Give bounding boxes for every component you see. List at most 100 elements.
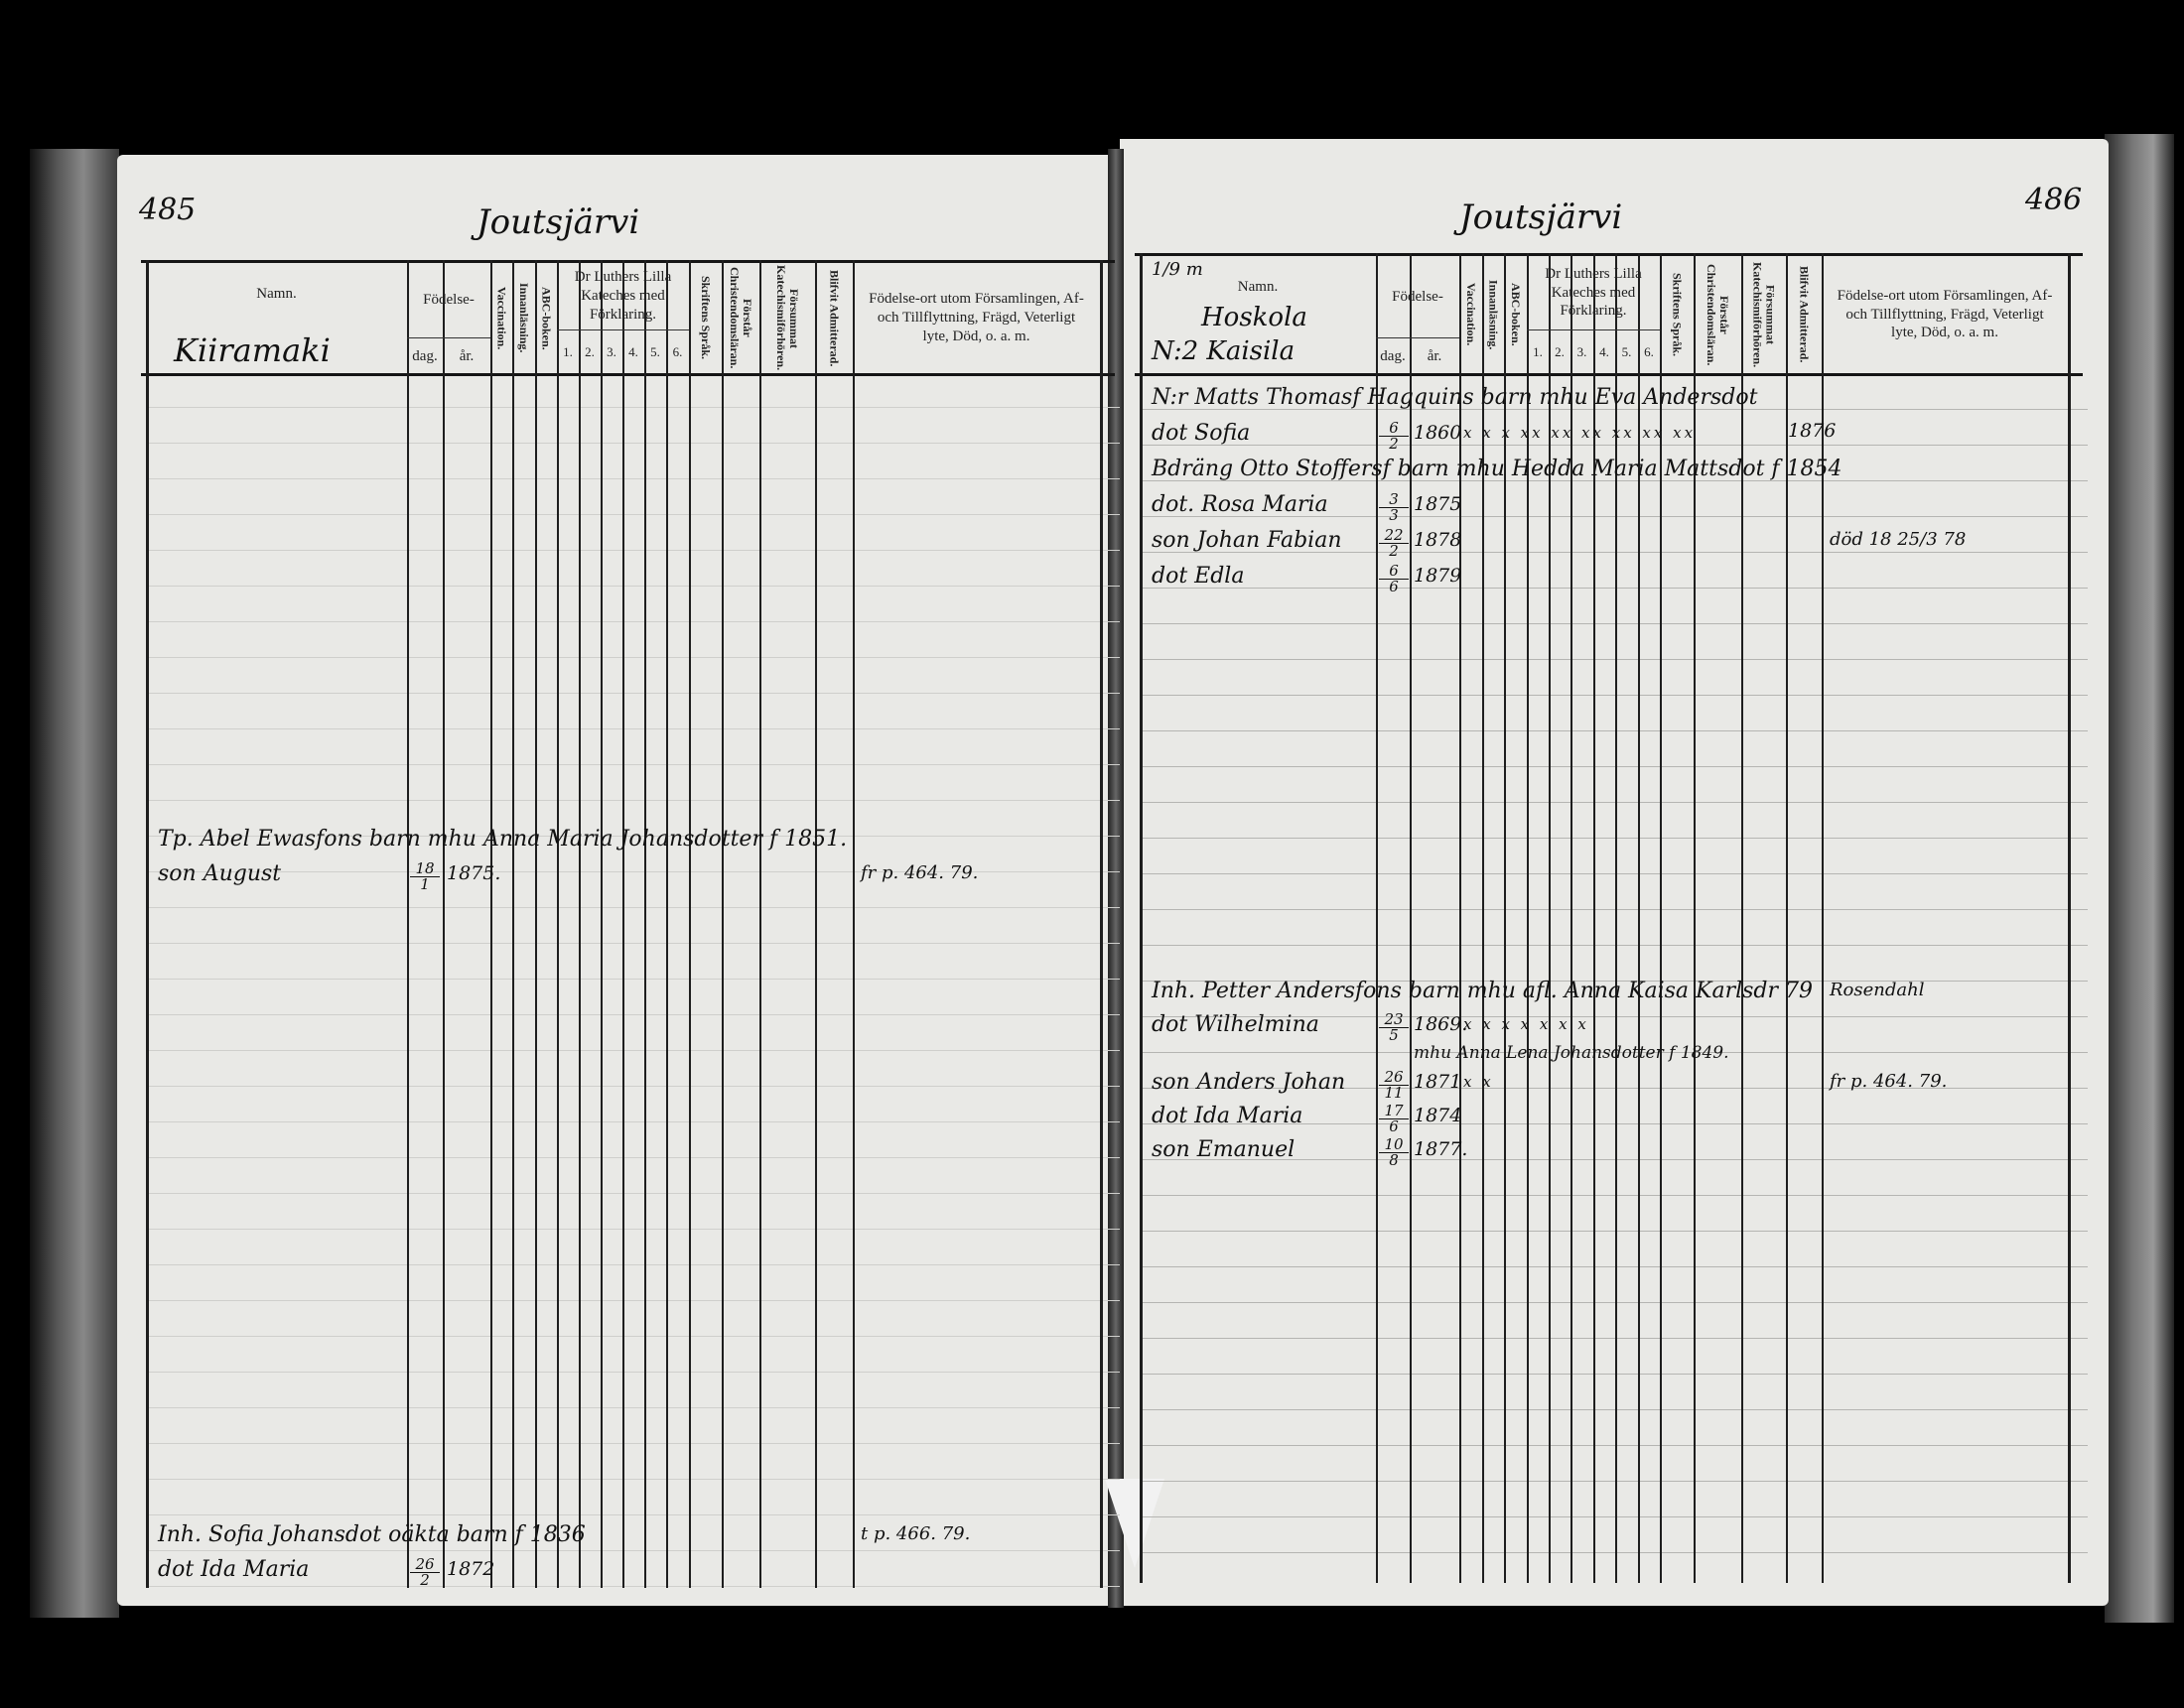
column-line: [1593, 253, 1595, 1583]
page-number-right: 486: [2025, 183, 2083, 217]
column-line: [644, 260, 646, 1588]
admitted-year: 1876: [1788, 420, 1837, 442]
page-number-left: 485: [139, 193, 197, 227]
header-innanlasning: Innanläsning.: [517, 283, 532, 353]
ruled-line: [1140, 802, 2088, 803]
ruled-line: [1140, 1195, 2088, 1196]
birth-month: 6: [1389, 578, 1399, 595]
ruled-line: [146, 1086, 1120, 1087]
birth-date: 26 2: [410, 1557, 440, 1588]
birth-year: 1872: [447, 1558, 495, 1580]
ruled-line: [146, 478, 1120, 479]
column-line: [490, 260, 492, 1588]
entry-name-line: Bdräng Otto Stoffersf barn mhu Hedda Mar…: [1152, 457, 1843, 481]
entry-name-line: Tp. Abel Ewasfons barn mhu Anna Maria Jo…: [158, 827, 848, 852]
birth-day: 26: [410, 1557, 440, 1573]
birth-year: 1878: [1414, 529, 1462, 551]
birth-month: 2: [1389, 435, 1399, 453]
farm-number: N:2 Kaisila: [1152, 336, 1296, 366]
ruled-line: [1140, 695, 2088, 696]
entry-name-line: dot Edla: [1152, 564, 1245, 589]
ruled-line: [146, 514, 1120, 515]
ruled-line: [146, 1479, 1120, 1480]
entry-name-line: Inh. Sofia Johansdot oäkta barn f 1836: [158, 1522, 586, 1547]
birth-day: 6: [1379, 421, 1409, 437]
entry-name-line: son Emanuel: [1152, 1137, 1296, 1162]
remark: fr p. 464. 79.: [861, 862, 979, 883]
header-forstar: Förstår Christendomsläran.: [1705, 263, 1732, 366]
remark: död 18 25/3 78: [1830, 529, 1967, 550]
header-bottom-border: [141, 373, 1115, 376]
column-line: [1570, 253, 1572, 1583]
header-innanlasning: Innanläsning.: [1486, 279, 1501, 350]
ruled-line: [146, 1229, 1120, 1230]
column-line: [1376, 253, 1378, 1583]
entry-name-line: Inh. Petter Andersfons barn mhu afl. Ann…: [1152, 979, 1814, 1003]
entry-note: mhu Anna Lena Johansdotter f 1849.: [1414, 1043, 1729, 1063]
column-line: [146, 260, 149, 1588]
ruled-line: [1140, 1374, 2088, 1375]
column-line: [815, 260, 817, 1588]
ruled-line: [1140, 1052, 2088, 1053]
birth-date: 22 2: [1379, 528, 1409, 559]
birth-year: 1875: [1414, 493, 1462, 515]
birth-day: 22: [1379, 528, 1409, 544]
ruled-line: [1140, 1159, 2088, 1160]
column-line: [1615, 253, 1617, 1583]
column-line: [853, 260, 855, 1588]
column-line: [1459, 253, 1461, 1583]
entry-name-line: dot Ida Maria: [1152, 1104, 1303, 1128]
ruled-line: [146, 1443, 1120, 1444]
header-catechism-part: 2.: [1555, 343, 1565, 359]
birth-month: 11: [1384, 1084, 1404, 1102]
header-catechism-part: 4.: [1599, 343, 1609, 359]
header-catechism-part: 1.: [563, 343, 573, 359]
birth-year: 1869.: [1414, 1013, 1468, 1035]
birth-day: 18: [410, 861, 440, 877]
header-ar: år.: [1427, 348, 1442, 365]
ruled-line: [1140, 552, 2088, 553]
book-spine: [1108, 149, 1124, 1608]
birth-year: 1875.: [447, 862, 501, 884]
village-title-left: Joutsjärvi: [477, 202, 640, 242]
birth-year: 1874: [1414, 1105, 1462, 1126]
column-line: [1660, 253, 1662, 1583]
ruled-line: [1140, 766, 2088, 767]
header-catechism-part: 2.: [585, 343, 595, 359]
header-abc-boken: ABC-boken.: [1509, 283, 1524, 346]
ruled-line: [146, 943, 1120, 944]
ruled-line: [1140, 1516, 2088, 1517]
ruled-line: [146, 407, 1120, 408]
ruled-line: [1140, 838, 2088, 839]
catechism-marks: x x x xx xx xx xx xx xx: [1463, 424, 1697, 442]
header-fodelse: Födelse-: [1392, 288, 1443, 305]
column-line: [579, 260, 581, 1588]
birth-day: 6: [1379, 564, 1409, 580]
ruled-line: [146, 979, 1120, 980]
birth-month: 1: [420, 875, 430, 893]
header-fodelse: Födelse-: [423, 292, 475, 309]
fodelse-subheader-line: [407, 337, 490, 338]
ruled-line: [1140, 1409, 2088, 1410]
column-line: [622, 260, 624, 1588]
ruled-line: [146, 1050, 1120, 1051]
ruled-line: [146, 550, 1120, 551]
header-namn: Namn.: [1237, 279, 1279, 295]
ruled-line: [1140, 1481, 2088, 1482]
column-line: [666, 260, 668, 1588]
column-line: [407, 260, 409, 1588]
entry-name-line: son Johan Fabian: [1152, 528, 1342, 553]
farm-name-right: Hoskola: [1201, 303, 1307, 332]
header-luther-catechism: Dr Luthers Lilla Kateches med Förklaring…: [574, 269, 672, 323]
ruled-line: [1140, 659, 2088, 660]
ruled-line: [146, 1157, 1120, 1158]
remark: t p. 466. 79.: [861, 1523, 971, 1544]
ruled-line: [1140, 516, 2088, 517]
birth-month: 3: [1389, 506, 1399, 524]
ruled-line: [146, 1014, 1120, 1015]
column-line: [2068, 253, 2071, 1583]
header-skriftens-sprak: Skriftens Språk.: [699, 276, 714, 360]
header-top-border: [141, 260, 1115, 263]
left-page: [117, 155, 1114, 1606]
